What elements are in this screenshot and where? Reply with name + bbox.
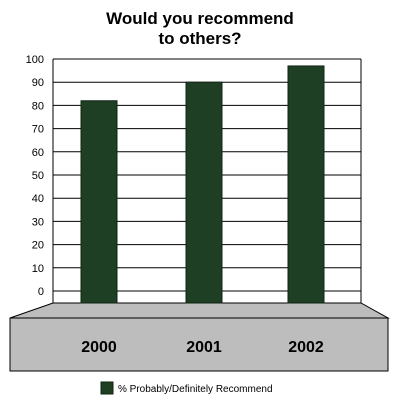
floor-top-face (9, 302, 390, 319)
x-category-label: 2000 (81, 339, 117, 356)
y-tick-label: 50 (32, 170, 44, 182)
legend-label: % Probably/Definitely Recommend (118, 384, 273, 395)
y-tick-label: 90 (32, 77, 44, 89)
y-tick-label: 80 (32, 100, 44, 112)
legend: % Probably/Definitely Recommend (100, 381, 273, 395)
chart-title: Would you recommend to others? (106, 9, 294, 48)
y-tick-label: 30 (32, 216, 44, 228)
chart-title-line-2: to others? (158, 29, 241, 48)
y-tick-label: 100 (26, 54, 44, 66)
bars (80, 65, 325, 304)
x-category-label: 2002 (288, 339, 324, 356)
legend-swatch (100, 381, 114, 395)
y-tick-label: 0 (38, 286, 44, 298)
bar-2002 (287, 65, 325, 304)
chart-floor (9, 302, 390, 372)
y-axis-tick-labels: 0 10 20 30 40 50 60 70 80 90 100 (26, 54, 44, 298)
bar-2001 (185, 81, 223, 304)
y-tick-label: 20 (32, 240, 44, 252)
y-tick-label: 10 (32, 263, 44, 275)
y-tick-label: 70 (32, 124, 44, 136)
floor-front-face (9, 317, 389, 372)
x-category-label: 2001 (186, 339, 222, 356)
bar-2000 (80, 100, 118, 304)
x-axis-category-labels: 2000 2001 2002 (81, 339, 324, 356)
chart-title-line-1: Would you recommend (106, 9, 294, 28)
y-tick-label: 40 (32, 193, 44, 205)
y-tick-label: 60 (32, 147, 44, 159)
